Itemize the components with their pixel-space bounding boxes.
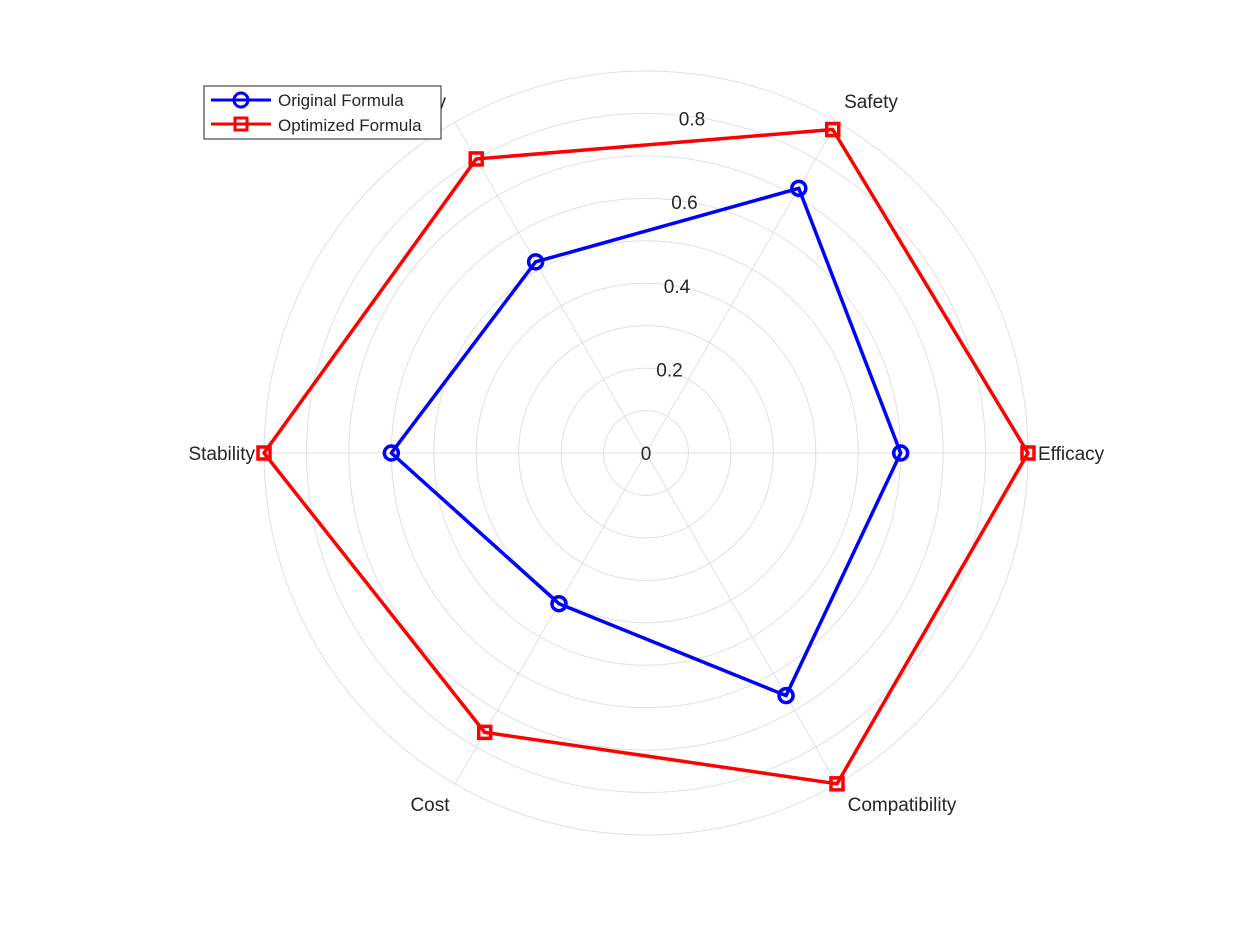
data-point [468, 151, 484, 167]
spoke-line [454, 452, 647, 785]
category-label: Stability [188, 444, 255, 465]
data-point [790, 179, 808, 198]
radial-tick-label: 0.2 [656, 360, 682, 381]
radial-tick-label: 0.8 [679, 110, 705, 131]
legend-label-original: Original Formula [278, 91, 404, 110]
spoke-line [454, 121, 647, 454]
radial-tick-labels: 0 0.2 0.4 0.6 0.8 [641, 110, 706, 465]
data-point [829, 776, 845, 792]
data-point [550, 594, 568, 613]
data-point [777, 686, 795, 705]
spoke-layer [264, 121, 1028, 785]
data-point [825, 121, 841, 138]
series-original [382, 179, 910, 705]
data-point [891, 444, 910, 462]
series-layer [256, 121, 1036, 792]
data-point [476, 724, 493, 741]
radial-tick-label: 0 [641, 444, 652, 465]
data-point [256, 445, 272, 461]
radial-tick-label: 0.6 [671, 193, 697, 214]
legend: Original Formula Optimized Formula [203, 85, 442, 140]
series-line [262, 127, 1030, 786]
category-label: Safety [844, 92, 898, 113]
series-line [389, 186, 903, 698]
data-point [1020, 445, 1036, 461]
spoke-line [645, 121, 838, 454]
radial-tick-label: 0.4 [664, 277, 691, 298]
spoke-line [645, 452, 838, 785]
data-point [526, 253, 545, 271]
legend-marker-original [232, 91, 250, 109]
category-label: Efficacy [1038, 444, 1105, 465]
series-optimized [256, 121, 1036, 792]
category-label: Cost [410, 795, 450, 816]
data-point [382, 444, 401, 462]
legend-marker-optimized [233, 116, 249, 132]
category-label: Compatibility [848, 795, 957, 816]
legend-label-optimized: Optimized Formula [278, 116, 422, 135]
